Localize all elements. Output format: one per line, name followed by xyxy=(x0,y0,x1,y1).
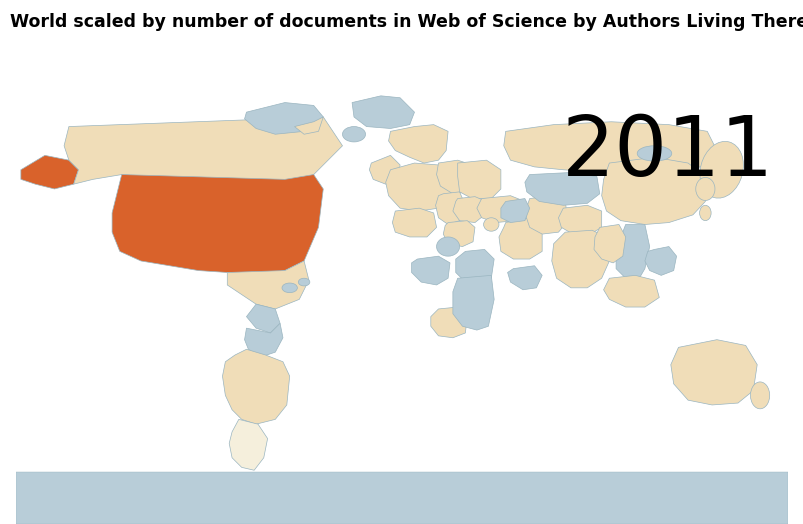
Ellipse shape xyxy=(436,237,459,256)
Polygon shape xyxy=(452,196,486,223)
Polygon shape xyxy=(558,205,601,234)
Polygon shape xyxy=(247,304,279,333)
Polygon shape xyxy=(112,174,323,275)
Polygon shape xyxy=(457,160,500,199)
Polygon shape xyxy=(452,275,494,330)
Ellipse shape xyxy=(342,127,365,142)
Polygon shape xyxy=(436,160,475,194)
Polygon shape xyxy=(21,155,79,189)
Polygon shape xyxy=(435,192,465,224)
Polygon shape xyxy=(244,323,283,357)
Polygon shape xyxy=(294,117,323,134)
Ellipse shape xyxy=(298,278,309,286)
Ellipse shape xyxy=(749,382,768,409)
Polygon shape xyxy=(615,224,649,280)
Polygon shape xyxy=(392,208,436,237)
Polygon shape xyxy=(16,472,787,524)
Polygon shape xyxy=(352,96,414,128)
Ellipse shape xyxy=(602,244,615,255)
Polygon shape xyxy=(500,199,529,223)
Polygon shape xyxy=(442,221,475,247)
Polygon shape xyxy=(455,249,494,285)
Polygon shape xyxy=(227,261,308,309)
Ellipse shape xyxy=(637,146,671,161)
Ellipse shape xyxy=(695,178,714,201)
Polygon shape xyxy=(603,275,658,307)
Polygon shape xyxy=(229,419,267,470)
Polygon shape xyxy=(244,103,323,134)
Polygon shape xyxy=(601,157,704,224)
Ellipse shape xyxy=(699,141,743,198)
Polygon shape xyxy=(551,230,609,288)
Polygon shape xyxy=(64,117,342,184)
Polygon shape xyxy=(507,266,541,290)
Polygon shape xyxy=(369,155,400,184)
Polygon shape xyxy=(388,125,447,163)
Polygon shape xyxy=(670,340,756,405)
Ellipse shape xyxy=(699,205,710,221)
Polygon shape xyxy=(524,195,568,234)
Polygon shape xyxy=(499,218,541,259)
Polygon shape xyxy=(503,122,716,174)
Polygon shape xyxy=(476,195,526,223)
Polygon shape xyxy=(524,172,599,205)
Text: World scaled by number of documents in Web of Science by Authors Living There: World scaled by number of documents in W… xyxy=(10,13,803,31)
Polygon shape xyxy=(222,350,289,424)
Ellipse shape xyxy=(483,218,499,231)
Polygon shape xyxy=(593,224,625,263)
Ellipse shape xyxy=(282,283,297,292)
Polygon shape xyxy=(644,247,675,275)
Polygon shape xyxy=(385,163,452,211)
Text: 2011: 2011 xyxy=(561,112,773,193)
Polygon shape xyxy=(411,256,450,285)
Polygon shape xyxy=(430,307,467,338)
